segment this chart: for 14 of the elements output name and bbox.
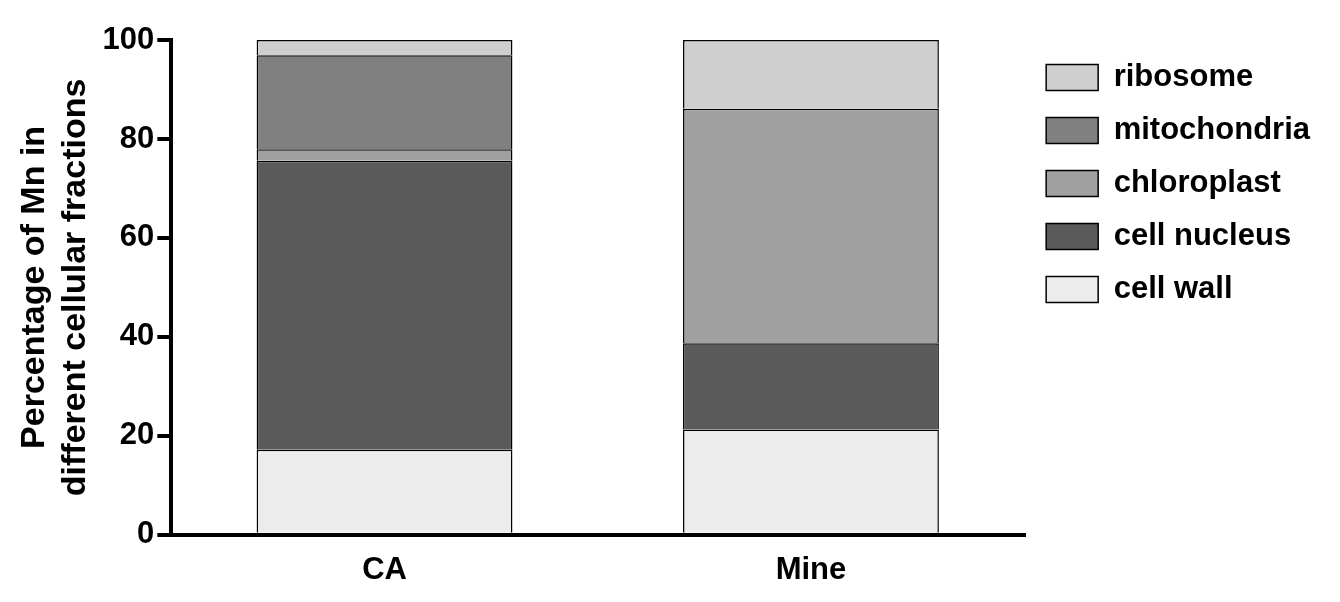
y-tick-label: 80: [119, 119, 155, 155]
y-tick-label: 0: [137, 515, 155, 551]
y-tick-label: 100: [102, 20, 155, 56]
y-tick-label: 60: [119, 218, 155, 254]
y-tick-label: 20: [119, 416, 155, 452]
y-axis-title: Percentage of Mn in different cellular fractions: [12, 78, 92, 497]
legend-label: chloroplast: [1113, 164, 1281, 200]
legend-label: mitochondria: [1113, 111, 1311, 147]
legend-label: ribosome: [1113, 58, 1254, 94]
legend-label: cell wall: [1113, 270, 1233, 306]
y-tick-label: 40: [119, 317, 155, 353]
legend-label: cell nucleus: [1113, 217, 1292, 253]
x-tick-label: Mine: [775, 550, 847, 586]
x-tick-label: CA: [362, 550, 407, 586]
